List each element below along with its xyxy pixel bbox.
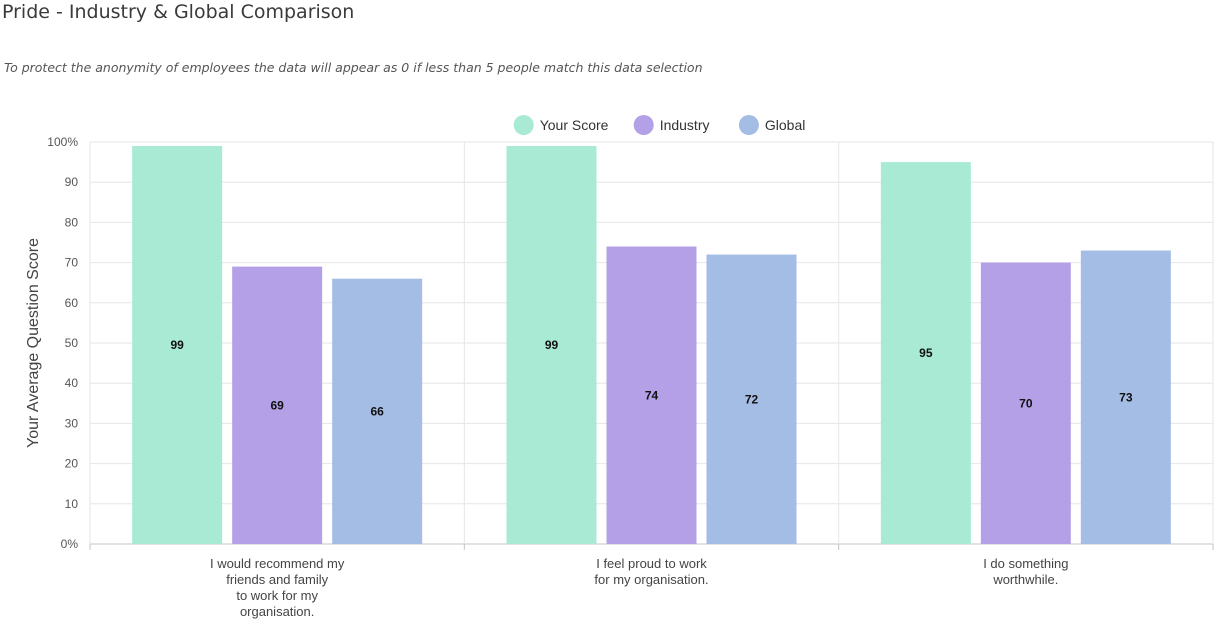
data-label: 73 [1119,390,1133,404]
bar[interactable] [132,146,223,544]
bar[interactable] [506,146,597,544]
data-label: 66 [370,404,384,418]
y-axis-label: Your Average Question Score [25,238,42,448]
bar[interactable] [606,246,697,544]
x-category-label: I do something [983,556,1068,571]
data-label: 74 [645,388,659,402]
data-label: 95 [919,346,933,360]
bars-layer [132,146,1171,545]
x-category-label: friends and family [226,572,328,587]
page-title: Pride - Industry & Global Comparison [2,1,355,23]
y-tick-label: 100% [47,135,78,149]
x-category-label: I would recommend my [210,556,345,571]
x-category-label: for my organisation. [594,572,708,587]
y-tick-label: 90 [65,175,79,189]
data-label: 70 [1019,396,1033,410]
data-label: 99 [170,338,184,352]
x-category-label: to work for my [236,588,318,603]
y-tick-label: 70 [65,256,79,270]
bar[interactable] [232,266,323,544]
y-tick-label: 30 [65,416,79,430]
labels-layer: 0% 10 20 30 40 50 60 70 80 90 100% 99 69 66 I would re… [47,135,1133,619]
data-label: 99 [545,338,559,352]
legend-swatch[interactable] [513,115,534,135]
data-label: 72 [745,392,759,406]
y-tick-label: 10 [65,497,79,511]
y-tick-label: 40 [65,376,79,390]
legend-swatch[interactable] [738,115,759,135]
legend[interactable]: Your Score Industry Global [513,115,806,135]
x-category-label: organisation. [240,604,314,619]
y-tick-label: 60 [65,296,79,310]
anonymity-note: To protect the anonymity of employees th… [4,60,703,75]
y-tick-label: 80 [65,215,79,229]
y-tick-label: 20 [65,457,79,471]
legend-label[interactable]: Global [765,117,805,133]
bar[interactable] [880,162,971,544]
legend-label[interactable]: Industry [660,117,710,133]
y-tick-label: 0% [61,537,79,551]
bar[interactable] [332,278,423,544]
y-tick-label: 50 [65,336,79,350]
legend-swatch[interactable] [633,115,654,135]
x-category-label: worthwhile. [992,572,1058,587]
bar[interactable] [706,254,797,544]
bar[interactable] [1080,250,1171,545]
bar[interactable] [980,262,1071,544]
data-label: 69 [270,398,284,412]
x-category-label: I feel proud to work [596,556,707,571]
legend-label[interactable]: Your Score [540,117,609,133]
